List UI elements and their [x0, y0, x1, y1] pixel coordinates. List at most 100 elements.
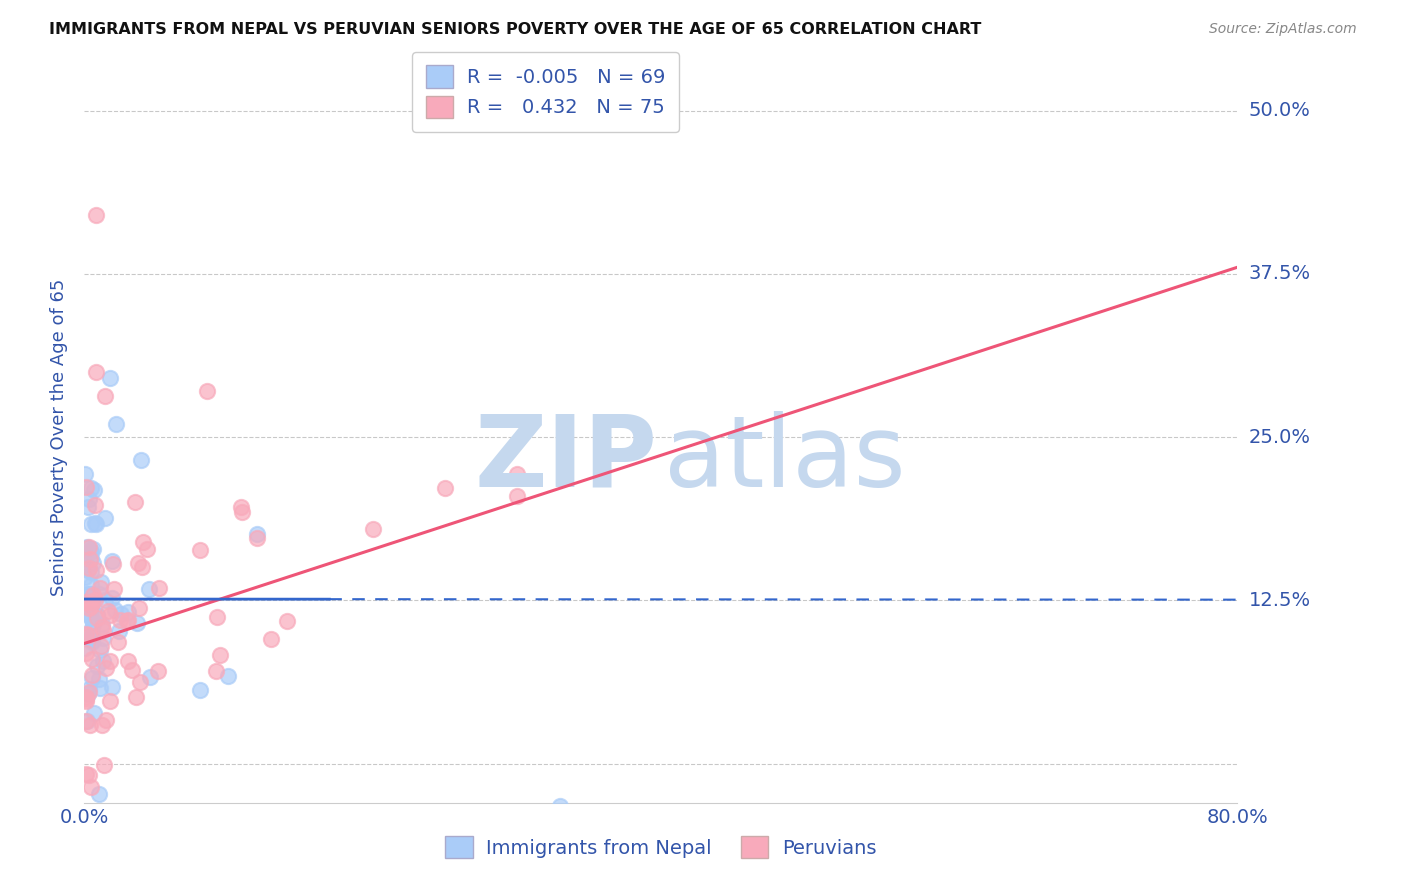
Text: 25.0%: 25.0% [1249, 427, 1310, 447]
Point [138, 582, 160, 596]
Point [229, 500, 252, 515]
Point [90, 575, 112, 590]
Point [79, 607, 101, 621]
Point [139, 670, 162, 684]
Point [86, 608, 108, 623]
Point [195, 384, 218, 399]
Point [90, 639, 112, 653]
Point [83, 498, 105, 512]
Point [77, 768, 100, 782]
Point [75, 587, 97, 601]
Point [108, 624, 131, 638]
Point [90, 617, 112, 632]
Point [75, 690, 97, 705]
Point [79, 578, 101, 592]
Point [506, 467, 529, 482]
Point [79, 551, 101, 566]
Point [121, 663, 143, 677]
Point [117, 605, 139, 619]
Point [94, 713, 117, 727]
Point [82, 595, 104, 609]
Point [188, 543, 211, 558]
Point [91, 654, 114, 668]
Point [108, 613, 131, 627]
Point [506, 489, 529, 503]
Point [276, 614, 298, 628]
Point [125, 690, 148, 705]
Point [77, 500, 100, 514]
Point [80, 481, 103, 495]
Point [135, 541, 157, 556]
Point [86, 611, 108, 625]
Point [82, 588, 104, 602]
Text: ZIP: ZIP [474, 410, 658, 508]
Point [218, 669, 240, 683]
Point [80, 550, 103, 565]
Point [84, 517, 107, 532]
Point [90, 718, 112, 732]
Point [548, 799, 571, 814]
Point [79, 681, 101, 696]
Point [148, 581, 170, 595]
Point [110, 607, 132, 622]
Point [115, 614, 138, 628]
Point [80, 611, 103, 625]
Point [75, 467, 97, 481]
Point [146, 664, 169, 678]
Point [75, 692, 97, 706]
Point [246, 531, 269, 545]
Point [84, 593, 107, 607]
Point [77, 561, 100, 575]
Point [82, 541, 104, 556]
Point [79, 587, 101, 601]
Point [101, 554, 124, 568]
Point [107, 635, 129, 649]
Point [93, 757, 115, 772]
Point [77, 601, 100, 615]
Point [76, 607, 98, 622]
Text: 12.5%: 12.5% [1249, 591, 1310, 610]
Point [79, 717, 101, 731]
Point [79, 628, 101, 642]
Point [77, 492, 100, 507]
Point [188, 683, 211, 698]
Point [83, 706, 105, 720]
Point [82, 617, 104, 632]
Point [208, 648, 231, 663]
Point [75, 641, 97, 656]
Point [80, 629, 103, 643]
Text: Source: ZipAtlas.com: Source: ZipAtlas.com [1209, 22, 1357, 37]
Point [103, 582, 125, 596]
Point [79, 587, 101, 601]
Point [80, 652, 103, 666]
Legend: Immigrants from Nepal, Peruvians: Immigrants from Nepal, Peruvians [437, 828, 884, 866]
Point [91, 620, 114, 634]
Point [80, 668, 103, 682]
Point [94, 389, 117, 403]
Point [87, 673, 110, 687]
Point [98, 608, 121, 623]
Point [87, 587, 110, 601]
Point [82, 632, 104, 647]
Point [103, 557, 125, 571]
Point [75, 766, 97, 780]
Point [84, 516, 107, 531]
Point [76, 541, 98, 555]
Point [101, 680, 124, 694]
Point [77, 563, 100, 577]
Point [75, 480, 97, 494]
Point [179, 809, 201, 823]
Point [76, 540, 98, 554]
Point [75, 552, 97, 566]
Point [94, 511, 117, 525]
Point [433, 481, 456, 495]
Point [76, 714, 98, 728]
Point [80, 544, 103, 558]
Point [131, 452, 153, 467]
Point [104, 602, 127, 616]
Text: IMMIGRANTS FROM NEPAL VS PERUVIAN SENIORS POVERTY OVER THE AGE OF 65 CORRELATION: IMMIGRANTS FROM NEPAL VS PERUVIAN SENIOR… [49, 22, 981, 37]
Point [89, 642, 111, 657]
Point [75, 646, 97, 660]
Point [77, 687, 100, 701]
Point [259, 632, 281, 647]
